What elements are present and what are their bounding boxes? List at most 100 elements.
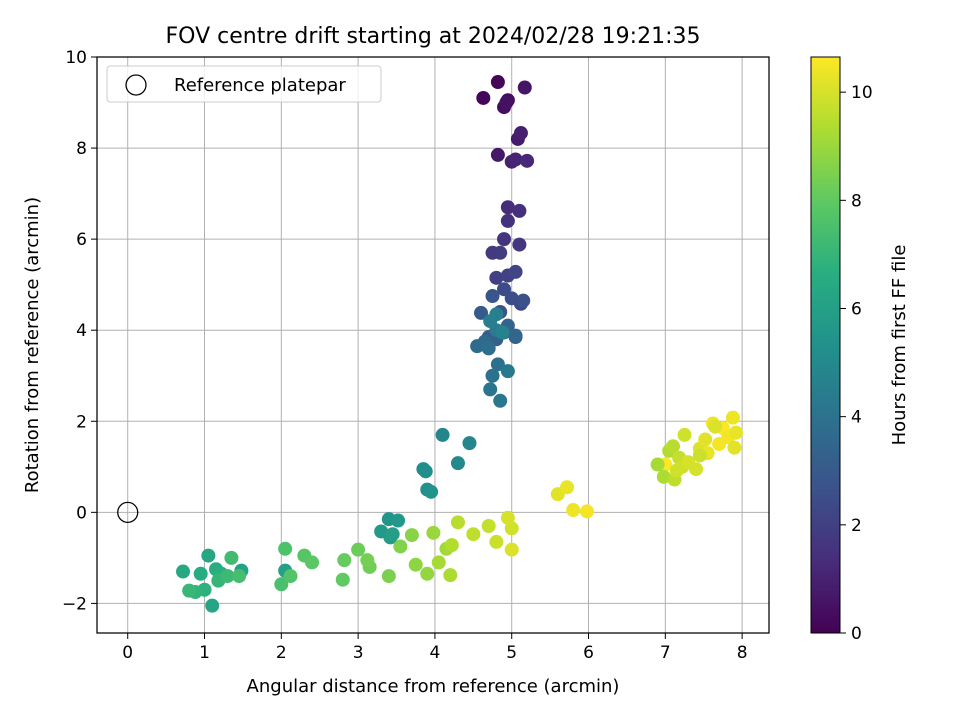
- colorbar-tick-label: 10: [851, 83, 873, 103]
- scatter-point: [512, 237, 527, 252]
- scatter-point: [698, 432, 713, 447]
- scatter-point: [283, 569, 298, 584]
- y-tick-label: 10: [65, 48, 87, 68]
- chart-title: FOV centre drift starting at 2024/02/28 …: [166, 24, 701, 49]
- scatter-point: [193, 566, 208, 581]
- scatter-point: [443, 568, 458, 583]
- scatter-point: [656, 469, 671, 484]
- scatter-point: [408, 557, 423, 572]
- scatter-point: [278, 541, 293, 556]
- scatter-point: [517, 80, 532, 95]
- scatter-point: [381, 569, 396, 584]
- x-tick-label: 1: [199, 643, 210, 663]
- scatter-point: [677, 427, 692, 442]
- scatter-point: [462, 436, 477, 451]
- plot-frame: [96, 56, 770, 634]
- legend-marker-icon: [125, 74, 147, 96]
- colorbar-ticks: 0 2 4 6 8 10: [840, 83, 873, 644]
- scatter-point: [650, 457, 665, 472]
- colorbar-gradient: [810, 56, 841, 634]
- scatter-point: [483, 382, 498, 397]
- scatter-point: [391, 513, 406, 528]
- colorbar-tick-label: 0: [851, 624, 862, 644]
- y-tick-label: 6: [76, 230, 87, 250]
- x-tick-label: 7: [660, 643, 671, 663]
- x-tick-label: 0: [122, 643, 133, 663]
- scatter-point: [444, 538, 459, 553]
- scatter-point: [508, 152, 523, 167]
- scatter-point: [500, 364, 515, 379]
- scatter-point: [335, 572, 350, 587]
- scatter-point: [579, 504, 594, 519]
- scatter-point: [450, 456, 465, 471]
- y-tick-label: 0: [76, 503, 87, 523]
- colorbar-tick-label: 8: [851, 191, 862, 211]
- scatter-point: [224, 550, 239, 565]
- scatter-point: [669, 463, 684, 478]
- scatter-point: [205, 598, 220, 613]
- y-tick-label: −2: [62, 594, 87, 614]
- scatter-point: [504, 291, 519, 306]
- y-tick-label: 4: [76, 321, 87, 341]
- reference-marker-group: [117, 501, 139, 523]
- scatter-point: [508, 264, 523, 279]
- x-ticks: 0 1 2 3 4 5 6 7 8: [122, 633, 748, 663]
- scatter-point: [431, 555, 446, 570]
- scatter-point: [426, 525, 441, 540]
- scatter-point: [220, 569, 235, 584]
- scatter-point: [466, 527, 481, 542]
- scatter-point: [360, 553, 375, 568]
- x-tick-label: 4: [430, 643, 441, 663]
- scatter-point: [728, 425, 743, 440]
- scatter-point: [666, 439, 680, 454]
- scatter-point: [495, 325, 510, 340]
- scatter-point: [516, 293, 531, 308]
- scatter-point: [497, 232, 512, 247]
- scatter-point: [504, 542, 519, 557]
- x-tick-label: 8: [737, 643, 748, 663]
- scatter-point: [490, 357, 505, 372]
- scatter-point: [489, 307, 504, 322]
- scatter-points: [176, 75, 743, 613]
- colorbar-label: Hours from first FF file: [889, 245, 910, 446]
- scatter-point: [476, 90, 491, 105]
- x-tick-label: 5: [506, 643, 517, 663]
- y-axis-label: Rotation from reference (arcmin): [22, 197, 43, 493]
- colorbar-tick-label: 2: [851, 516, 862, 536]
- scatter-point: [490, 147, 505, 162]
- reference-platepar-marker: [117, 501, 139, 523]
- scatter-point: [420, 566, 435, 581]
- colorbar: 0 2 4 6 8 10 Hours from first FF file: [810, 56, 910, 644]
- scatter-point: [500, 510, 515, 525]
- scatter-point: [489, 270, 504, 285]
- scatter-point: [566, 503, 581, 518]
- scatter-point: [337, 553, 352, 568]
- scatter-point: [474, 305, 488, 320]
- scatter-point: [512, 203, 527, 218]
- scatter-point: [485, 368, 500, 383]
- scatter-point: [708, 419, 723, 434]
- scatter-point: [435, 427, 450, 442]
- x-tick-label: 3: [353, 643, 364, 663]
- scatter-point: [681, 455, 696, 470]
- scatter-point: [393, 539, 408, 554]
- scatter-point: [481, 518, 496, 533]
- scatter-point: [520, 153, 535, 168]
- scatter-point: [490, 75, 505, 90]
- x-tick-label: 6: [583, 643, 594, 663]
- x-tick-label: 2: [276, 643, 287, 663]
- grid-lines: [97, 56, 769, 633]
- scatter-point: [481, 341, 496, 356]
- scatter-point: [485, 289, 500, 304]
- scatter-point: [500, 200, 515, 215]
- y-tick-label: 2: [76, 412, 87, 432]
- scatter-point: [493, 393, 508, 408]
- legend-box: [106, 65, 382, 103]
- scatter-point: [404, 528, 419, 543]
- scatter-point: [499, 95, 514, 110]
- scatter-point: [385, 527, 400, 542]
- scatter-point: [560, 480, 575, 495]
- scatter-point: [201, 548, 216, 563]
- y-ticks: −2 0 2 4 6 8 10: [62, 48, 97, 614]
